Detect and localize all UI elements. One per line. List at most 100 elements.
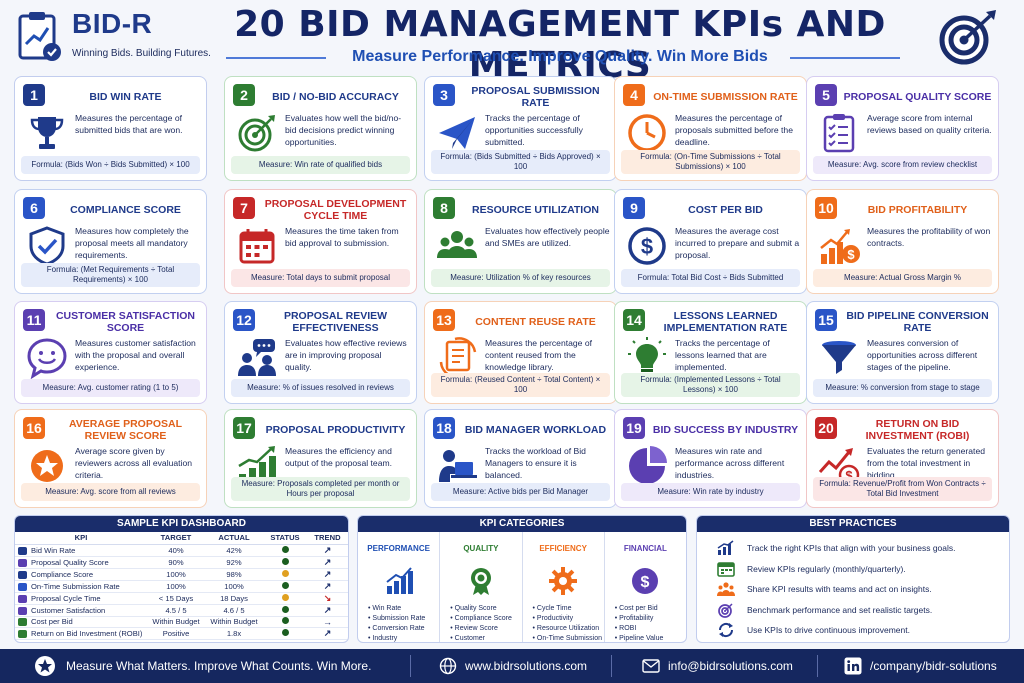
checklist-icon (817, 111, 861, 155)
kpi-description: Measures the time taken from bid approva… (285, 226, 399, 248)
dashboard-kpi-cell: Bid Win Rate (15, 544, 147, 557)
dashboard-kpi-cell: On-Time Submission Rate (15, 580, 147, 593)
footer-slogan: Measure What Matters. Improve What Count… (66, 659, 372, 673)
kpi-card-18: 18 BID MANAGER WORKLOAD Tracks the workloa… (424, 409, 617, 508)
review-discussion-icon (235, 336, 279, 380)
dashboard-trend-cell: → (307, 616, 348, 629)
col-header-status: STATUS (263, 532, 307, 545)
category-quality: QUALITY Quality ScoreCompliance ScoreRevi… (440, 532, 523, 642)
kpi-card-17: 17 PROPOSAL PRODUCTIVITY Measures the effi… (224, 409, 417, 508)
bar-chart-icon (717, 540, 747, 556)
dashboard-target: 100% (147, 568, 205, 581)
dashboard-status-cell (263, 556, 307, 569)
table-row: Bid Win Rate 40% 42% ↗ (15, 544, 348, 557)
best-practice-text: Use KPIs to drive continuous improvement… (747, 625, 910, 636)
kpi-card-9: 9 COST PER BID $ Measures the average cost … (614, 189, 807, 294)
kpi-row-icon (18, 582, 27, 591)
kpi-card-19: 19 BID SUCCESS BY INDUSTRY Measures win ra… (614, 409, 807, 508)
footer-divider (611, 655, 612, 677)
dashboard-kpi-name: Compliance Score (31, 569, 94, 579)
award-ribbon-icon (466, 566, 496, 596)
kpi-formula: Formula: (Bids Won ÷ Bids Submitted) × 1… (21, 156, 200, 174)
kpi-row-icon (18, 630, 27, 639)
category-list-item: Pipeline Value (615, 634, 686, 642)
kpi-formula: Measure: Proposals completed per month o… (231, 477, 410, 501)
gear-icon (548, 566, 578, 596)
kpi-number: 11 (23, 309, 45, 331)
dashboard-kpi-cell: Proposal Cycle Time (15, 592, 147, 605)
dashboard-trend-cell: ↗ (307, 556, 348, 569)
category-list-item: On-Time Submission (533, 634, 604, 642)
category-title: EFFICIENCY (539, 544, 587, 553)
kpi-formula: Measure: Win rate by industry (621, 483, 800, 501)
brand-name: BID-R (72, 8, 153, 39)
best-practice-text: Review KPIs regularly (monthly/quarterly… (747, 563, 906, 574)
kpi-description: Measures the percentage of content reuse… (485, 338, 593, 372)
best-practice-text: Benchmark performance and set realistic … (747, 604, 933, 615)
kpi-number: 4 (623, 84, 645, 106)
kpi-description: Measures the efficiency and output of th… (285, 446, 393, 468)
category-title: PERFORMANCE (367, 544, 430, 553)
kpi-formula: Formula: (Reused Content ÷ Total Content… (431, 373, 610, 397)
clipboard-chart-logo-icon (18, 12, 61, 61)
dashboard-trend-cell: ↘ (307, 592, 348, 605)
kpi-card-11: 11 CUSTOMER SATISFACTION SCORE Measures cu… (14, 301, 207, 404)
kpi-description: Measures the average cost incurred to pr… (675, 226, 800, 260)
kpi-title: RESOURCE UTILIZATION (472, 203, 599, 216)
col-header-kpi: KPI (15, 532, 147, 545)
footer-website[interactable]: www.bidrsolutions.com (411, 649, 611, 683)
dashboard-kpi-name: Return on Bid Investment (ROBI) (31, 629, 143, 639)
kpi-card-1: 1 BID WIN RATE Measures the percentage of … (14, 76, 207, 181)
smiley-icon (25, 336, 69, 380)
kpi-description: Evaluates how effectively people and SME… (485, 226, 610, 248)
table-row: On-Time Submission Rate 100% 100% ↗ (15, 580, 348, 593)
svg-text:$: $ (641, 234, 653, 259)
target-icon (717, 602, 747, 618)
kpi-number: 9 (623, 197, 645, 219)
kpi-number: 2 (233, 84, 255, 106)
status-dot-icon (281, 593, 289, 601)
kpi-title: ON-TIME SUBMISSION RATE (653, 90, 798, 103)
kpi-row-icon (18, 570, 27, 579)
kpi-row-icon (18, 546, 27, 555)
footer-website-link[interactable]: www.bidrsolutions.com (465, 659, 588, 673)
kpi-description: Tracks the workload of Bid Managers to e… (485, 446, 586, 480)
kpi-description: Measures the profitability of won contra… (867, 226, 991, 248)
dashboard-kpi-cell: Return on Bid Investment (ROBI) (15, 627, 147, 641)
category-list-item: Win Rate (368, 604, 439, 614)
kpi-row-icon (18, 606, 27, 615)
dashboard-kpi-cell: Customer Satisfaction (15, 604, 147, 617)
dashboard-status-cell (263, 568, 307, 581)
kpi-number: 19 (623, 417, 645, 439)
dashboard-actual: Within Budget (205, 616, 263, 629)
footer-email[interactable]: info@bidrsolutions.com (612, 649, 817, 683)
sample-kpi-dashboard: SAMPLE KPI DASHBOARD KPI TARGET ACTUAL S… (14, 515, 349, 643)
footer-email-link[interactable]: info@bidrsolutions.com (668, 659, 793, 673)
team-icon (717, 581, 747, 597)
calendar-icon (717, 561, 747, 577)
kpi-card-16: 16 AVERAGE PROPOSAL REVIEW SCORE Average s… (14, 409, 207, 508)
footer-linkedin[interactable]: /company/bidr-solutions (818, 649, 997, 683)
trend-arrow-icon: ↗ (323, 556, 332, 567)
kpi-title: RETURN ON BID INVESTMENT (ROBI) (865, 417, 970, 442)
dashboard-status-cell (263, 627, 307, 641)
kpi-card-12: 12 PROPOSAL REVIEW EFFECTIVENESS Evaluates… (224, 301, 417, 404)
kpi-row-icon (18, 594, 27, 603)
calendar-icon (235, 224, 279, 268)
kpi-formula: Formula: Revenue/Profit from Won Contrac… (813, 477, 992, 501)
dashboard-kpi-name: Bid Win Rate (31, 545, 76, 555)
categories-title: KPI CATEGORIES (358, 516, 686, 532)
dashboard-actual: 98% (205, 568, 263, 581)
kpi-row-icon (18, 618, 27, 627)
table-row: Customer Satisfaction 4.5 / 5 4.6 / 5 ↗ (15, 604, 348, 617)
category-performance: PERFORMANCE Win RateSubmission RateConver… (358, 532, 441, 642)
footer-linkedin-link[interactable]: /company/bidr-solutions (870, 659, 997, 673)
kpi-card-4: 4 ON-TIME SUBMISSION RATE Measures the per… (614, 76, 807, 181)
footer: Measure What Matters. Improve What Count… (0, 649, 1024, 683)
kpi-card-7: 7 PROPOSAL DEVELOPMENT CYCLE TIME Measures… (224, 189, 417, 294)
dashboard-actual: 42% (205, 544, 263, 557)
header: BID-R Winning Bids. Building Futures. 20… (0, 0, 1024, 86)
kpi-number: 6 (23, 197, 45, 219)
dashboard-kpi-name: Proposal Quality Score (31, 557, 109, 567)
kpi-formula: Measure: Avg. score from review checklis… (813, 156, 992, 174)
